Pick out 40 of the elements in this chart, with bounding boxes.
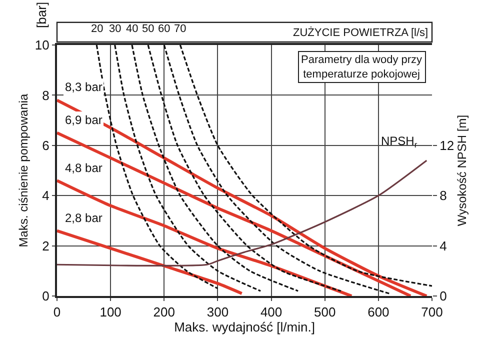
y-tick-label: 0 bbox=[42, 288, 50, 304]
x-tick-label: 300 bbox=[206, 304, 229, 320]
x-tick-label: 500 bbox=[314, 304, 336, 320]
y2-axis-title: Wysokość NPSH [m] bbox=[454, 114, 469, 226]
x-axis-title: Maks. wydajność [l/min.] bbox=[174, 320, 315, 335]
y-tick-label: 10 bbox=[34, 38, 50, 53]
x-tick-label: 0 bbox=[53, 304, 61, 320]
series-label: 8,3 bar bbox=[65, 80, 102, 94]
line-series bbox=[57, 160, 428, 266]
line-series bbox=[131, 45, 299, 292]
y-tick-label: 4 bbox=[42, 188, 50, 204]
line-series bbox=[57, 229, 244, 295]
y-tick-label: 8 bbox=[42, 88, 50, 103]
x-tick-label: 400 bbox=[260, 304, 282, 320]
annotation: Parametry dla wody przy temperaturze pokojowej bbox=[301, 54, 423, 80]
x-tick-label: 600 bbox=[368, 304, 390, 320]
y2-tick-label: 4 bbox=[440, 238, 447, 254]
x-tick-label: 200 bbox=[153, 304, 175, 320]
series-label: 20 bbox=[91, 23, 104, 35]
series-label: 70 bbox=[174, 23, 186, 35]
series-label: NPSH$_{r}$ bbox=[381, 134, 418, 150]
series-label: 30 bbox=[109, 23, 122, 35]
y-tick-label: 6 bbox=[42, 138, 50, 153]
text: ZUŻYCIE POWIETRZA [l/s] bbox=[293, 26, 428, 39]
y-tick-label: 2 bbox=[42, 238, 50, 254]
series-label: 60 bbox=[158, 23, 170, 35]
x-tick-label: 100 bbox=[100, 304, 122, 320]
series-label: 6,9 bar bbox=[65, 113, 102, 127]
series-label: 2,8 bar bbox=[65, 211, 102, 225]
line-series bbox=[114, 45, 262, 292]
x-tick-label: 700 bbox=[421, 304, 443, 320]
y2-tick-label: 8 bbox=[440, 188, 447, 204]
text: [bar] bbox=[34, 2, 50, 28]
series-label: 4,8 bar bbox=[65, 161, 102, 175]
series-label: 40 bbox=[126, 23, 138, 35]
line-series bbox=[179, 45, 432, 287]
series-label: 50 bbox=[142, 23, 154, 35]
y2-tick-label: 12 bbox=[440, 138, 454, 153]
y-axis-title: Maks. ciśnienie pompowania bbox=[16, 93, 31, 248]
y2-tick-label: 0 bbox=[440, 288, 447, 304]
